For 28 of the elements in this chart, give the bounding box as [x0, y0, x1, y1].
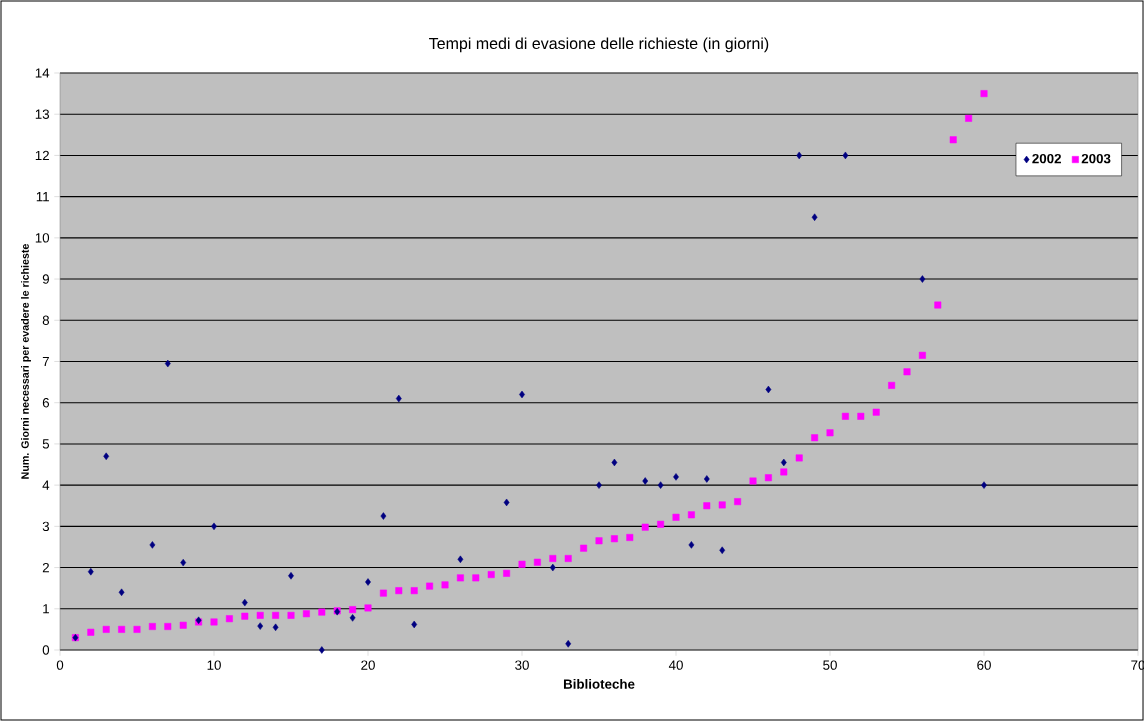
y-tick-label: 13 [35, 109, 50, 119]
y-tick-label: 7 [42, 356, 49, 367]
x-tick-label: 0 [56, 660, 64, 670]
y-tick-label: 5 [42, 439, 50, 449]
x-tick-label: 70 [1131, 660, 1144, 670]
y-tick-label: 14 [35, 68, 50, 78]
x-tick-label: 40 [668, 660, 683, 670]
y-tick-label: 9 [42, 274, 49, 284]
y-tick-label: 10 [35, 233, 50, 243]
x-tick-label: 60 [977, 660, 991, 670]
y-tick-label: 12 [35, 150, 49, 161]
y-tick-label: 6 [42, 397, 50, 408]
legend-label: 2003 [1081, 153, 1111, 164]
x-tick-label: 20 [361, 660, 375, 670]
x-axis-title: Biblioteche [563, 679, 635, 689]
x-tick-label: 10 [207, 660, 221, 670]
y-axis-title: Num. Giorni necessari per evadere le richieste [21, 244, 31, 479]
y-tick-label: 8 [42, 315, 50, 325]
y-tick-label: 4 [42, 480, 50, 490]
x-tick-label: 30 [515, 660, 529, 670]
y-tick-label: 1 [43, 604, 49, 614]
chart-title: Tempi medi di evasione delle richieste (in giorni) [429, 37, 769, 53]
y-tick-label: 11 [36, 192, 49, 202]
y-tick-label: 0 [42, 645, 50, 655]
x-tick-label: 50 [823, 660, 837, 670]
legend-label: 2002 [1032, 153, 1061, 164]
y-tick-label: 2 [42, 562, 49, 573]
y-tick-label: 3 [42, 521, 50, 532]
